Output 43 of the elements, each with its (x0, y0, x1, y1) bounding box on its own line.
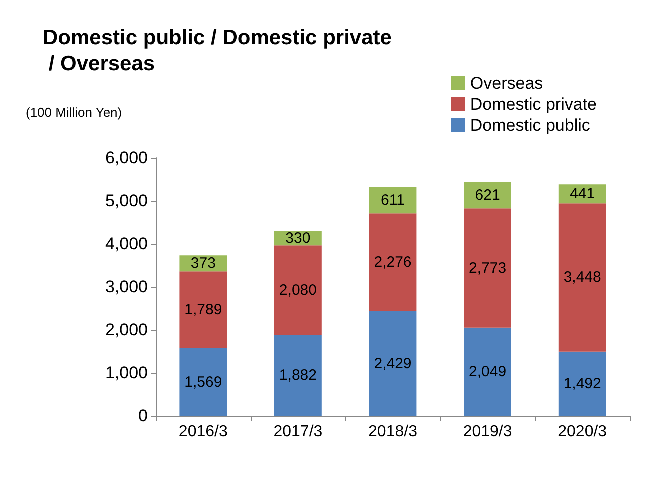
bar (180, 272, 228, 349)
legend-label: Domestic private (470, 95, 598, 114)
y-tick-label: 3,000 (105, 278, 148, 296)
data-label: 2,429 (374, 355, 412, 372)
x-tick-label: 2020/3 (558, 424, 608, 440)
bar (274, 246, 322, 336)
bar (180, 348, 228, 416)
data-label: 373 (190, 255, 216, 272)
y-tick-label: 2,000 (105, 320, 148, 340)
data-label: 1,789 (184, 302, 222, 319)
data-label: 1,882 (279, 367, 317, 384)
x-tick-label: 2017/3 (274, 424, 323, 440)
data-label: 2,773 (469, 260, 507, 277)
data-label: 1,569 (184, 374, 222, 391)
y-axis-title: (100 Million Yen) (26, 105, 122, 120)
bar (274, 335, 322, 416)
data-label: 3,448 (564, 269, 602, 286)
data-label: 2,276 (374, 254, 412, 272)
bar (558, 352, 606, 416)
x-tick-label: 2018/3 (368, 424, 418, 440)
data-label: 2,080 (279, 282, 317, 299)
legend-label: Domestic public (470, 116, 591, 135)
bar (464, 328, 512, 416)
y-tick-label: 4,000 (105, 234, 148, 254)
data-label: 621 (475, 186, 500, 204)
y-tick-label: 1,000 (105, 364, 148, 382)
bar (464, 182, 512, 209)
data-label: 441 (570, 186, 596, 203)
chart-title: Domestic public / Domestic private / Overseas (43, 26, 392, 76)
y-tick-label: 5,000 (105, 192, 148, 210)
x-tick-label: 2019/3 (463, 424, 512, 440)
data-label: 330 (286, 230, 311, 248)
legend-label: Overseas (470, 74, 544, 93)
x-tick-label: 2016/3 (178, 424, 228, 440)
bar (369, 214, 417, 312)
y-tick-label: 0 (138, 406, 148, 426)
bar (369, 312, 417, 416)
data-label: 1,492 (564, 375, 602, 392)
y-tick-label: 6,000 (105, 148, 148, 168)
data-label: 611 (381, 192, 405, 210)
bar (558, 204, 606, 352)
data-label: 2,049 (469, 363, 507, 380)
bar (464, 208, 512, 328)
